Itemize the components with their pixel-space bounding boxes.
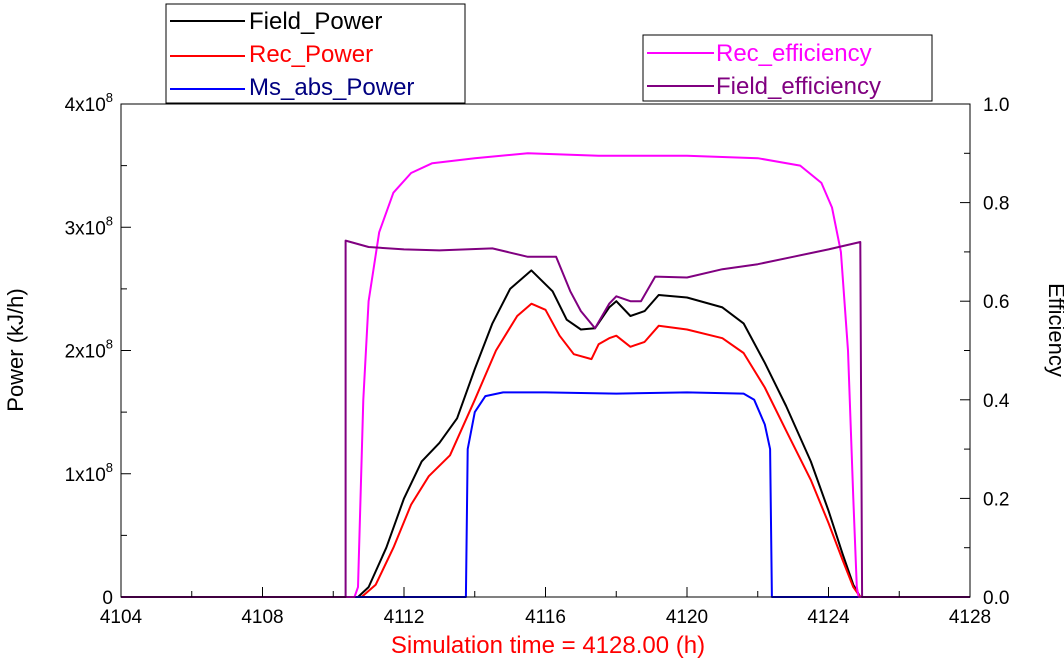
y-right-tick-label: 0.0 xyxy=(983,588,1009,609)
y-right-tick-label: 1.0 xyxy=(983,95,1009,116)
legend-label-rec-efficiency: Rec_efficiency xyxy=(716,40,872,67)
y-left-tick-label: 0 xyxy=(102,588,113,609)
legend-label-field-power: Field_Power xyxy=(249,8,382,35)
series-line-field-power xyxy=(121,269,970,598)
y-right-axis-title: Efficiency xyxy=(1044,283,1064,377)
y-left-tick-label: 3x108 xyxy=(65,213,113,239)
legend-left-box xyxy=(165,3,466,104)
x-tick-label: 4116 xyxy=(525,607,566,628)
y-left-tick-label: 1x108 xyxy=(65,460,113,486)
legend-right-box xyxy=(642,34,933,102)
x-tick-label: 4108 xyxy=(241,607,283,628)
x-tick-label: 4128 xyxy=(949,607,991,628)
axis-ticks: 4104 4108 4112 4116 4120 4124 4128 0 1x108 2x108 3… xyxy=(65,90,1010,628)
x-tick-label: 4124 xyxy=(807,607,850,628)
y-left-axis-title: Power (kJ/h) xyxy=(3,288,28,411)
y-right-tick-label: 0.4 xyxy=(983,391,1010,412)
plot-frame xyxy=(120,103,971,598)
series-line-ms-abs-power xyxy=(121,391,970,598)
y-left-tick-label: 2x108 xyxy=(65,337,113,363)
y-right-tick-label: 0.6 xyxy=(983,292,1009,313)
legend-left: Field_Power Rec_Power Ms_abs_Power xyxy=(165,3,466,104)
series-line-field-efficiency xyxy=(121,239,970,598)
legend-label-ms-abs-power: Ms_abs_Power xyxy=(249,74,414,101)
series-line-rec-power xyxy=(121,302,970,598)
x-axis-title: Simulation time = 4128.00 (h) xyxy=(391,632,705,659)
series-line-rec-efficiency xyxy=(121,152,970,598)
plot-lines xyxy=(121,152,970,598)
legend-label-field-efficiency: Field_efficiency xyxy=(716,73,881,100)
legend-label-rec-power: Rec_Power xyxy=(249,41,373,68)
x-tick-label: 4104 xyxy=(100,607,143,628)
y-right-tick-label: 0.2 xyxy=(983,489,1009,510)
x-tick-label: 4120 xyxy=(666,607,708,628)
legend-right: Rec_efficiency Field_efficiency xyxy=(642,34,933,102)
y-right-tick-label: 0.8 xyxy=(983,194,1009,215)
y-left-tick-label: 4x108 xyxy=(65,90,113,116)
x-tick-label: 4112 xyxy=(384,607,425,628)
